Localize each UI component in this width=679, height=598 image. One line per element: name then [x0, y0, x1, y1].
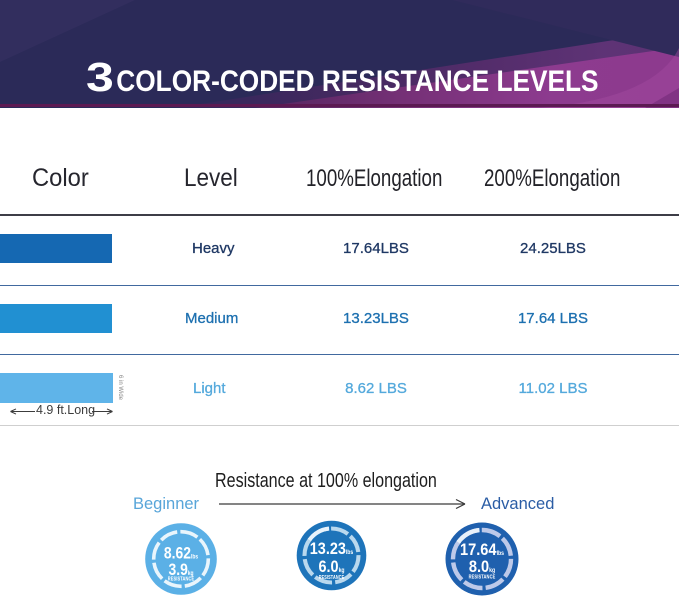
svg-text:17.64lbs: 17.64lbs: [460, 541, 504, 559]
svg-text:6.0kg: 6.0kg: [318, 558, 345, 576]
svg-text:8.62lbs: 8.62lbs: [164, 544, 198, 563]
svg-text:13.23lbs: 13.23lbs: [310, 540, 353, 558]
svg-text:RESISTANCE: RESISTANCE: [469, 574, 496, 581]
svg-text:RESISTANCE: RESISTANCE: [168, 576, 195, 583]
svg-text:3.9kg: 3.9kg: [168, 561, 193, 580]
svg-text:RESISTANCE: RESISTANCE: [319, 574, 345, 581]
svg-text:8.0kg: 8.0kg: [469, 558, 496, 576]
